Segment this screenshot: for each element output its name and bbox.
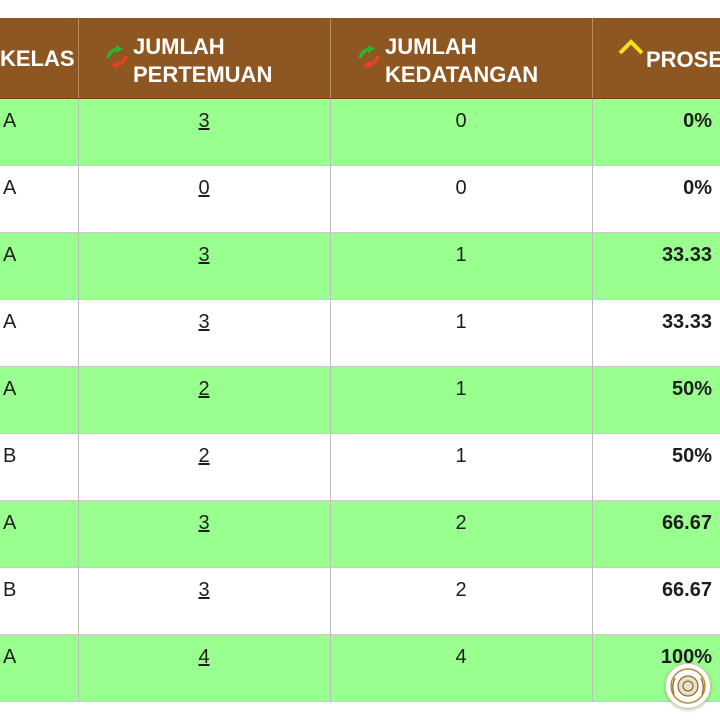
- table-row: B 3 2 66.67: [0, 568, 720, 635]
- cell-jumlah-kedatangan: 2: [455, 512, 467, 534]
- cell-jumlah-pertemuan-link[interactable]: 3: [198, 244, 210, 266]
- cell-jumlah-kedatangan: 2: [455, 579, 467, 601]
- column-divider: [592, 568, 593, 634]
- cell-jumlah-kedatangan: 1: [455, 244, 467, 266]
- cell-jumlah-pertemuan-link[interactable]: 2: [198, 378, 210, 400]
- cell-jumlah-pertemuan-link[interactable]: 4: [198, 646, 210, 668]
- cell-persentase: 66.67: [661, 512, 712, 534]
- column-divider: [592, 99, 593, 165]
- column-divider: [78, 166, 79, 232]
- header-persentase[interactable]: PROSE: [618, 18, 720, 98]
- cell-jumlah-pertemuan-link[interactable]: 3: [198, 311, 210, 333]
- header-kelas[interactable]: KELAS: [0, 46, 75, 71]
- cell-jumlah-pertemuan-link[interactable]: 3: [198, 579, 210, 601]
- column-divider: [330, 166, 331, 232]
- column-divider: [330, 635, 331, 701]
- column-divider: [330, 568, 331, 634]
- cell-persentase: 100%: [660, 646, 712, 668]
- column-divider: [592, 300, 593, 366]
- table-row: A 3 1 33.33: [0, 233, 720, 300]
- table-row: A 3 2 66.67: [0, 501, 720, 568]
- table-row: A 3 1 33.33: [0, 300, 720, 367]
- column-divider: [592, 233, 593, 299]
- cell-kelas: A: [3, 646, 17, 668]
- cell-persentase: 0%: [683, 110, 712, 132]
- chevron-up-icon[interactable]: [618, 38, 644, 56]
- sort-arrows-icon[interactable]: [104, 44, 130, 70]
- cell-jumlah-pertemuan-link[interactable]: 2: [198, 445, 210, 467]
- cell-jumlah-kedatangan: 0: [455, 110, 467, 132]
- cell-persentase: 50%: [671, 378, 712, 400]
- cell-persentase: 50%: [671, 445, 712, 467]
- cell-jumlah-pertemuan-link[interactable]: 3: [198, 512, 210, 534]
- column-divider: [592, 367, 593, 433]
- emblem-seal-icon: [665, 663, 711, 709]
- column-divider: [592, 635, 593, 701]
- column-divider: [592, 501, 593, 567]
- column-divider: [592, 166, 593, 232]
- column-divider: [78, 300, 79, 366]
- column-divider: [78, 367, 79, 433]
- header-jumlah-kedatangan[interactable]: JUMLAH KEDATANGAN: [356, 18, 592, 98]
- cell-jumlah-kedatangan: 4: [455, 646, 467, 668]
- cell-kelas: B: [3, 445, 17, 467]
- cell-persentase: 33.33: [661, 311, 712, 333]
- cell-persentase: 66.67: [661, 579, 712, 601]
- header-divider: [330, 18, 331, 98]
- table-row: A 4 4 100%: [0, 635, 720, 702]
- cell-kelas: A: [3, 378, 17, 400]
- column-divider: [330, 99, 331, 165]
- column-divider: [78, 568, 79, 634]
- column-divider: [592, 434, 593, 500]
- column-divider: [330, 367, 331, 433]
- cell-kelas: A: [3, 311, 17, 333]
- header-jumlah-pertemuan[interactable]: JUMLAH PERTEMUAN: [104, 18, 330, 98]
- sort-arrows-icon[interactable]: [356, 44, 382, 70]
- cell-jumlah-kedatangan: 1: [455, 445, 467, 467]
- header-divider: [78, 18, 79, 98]
- cell-kelas: A: [3, 177, 17, 199]
- column-divider: [78, 233, 79, 299]
- cell-persentase: 0%: [683, 177, 712, 199]
- cell-jumlah-kedatangan: 0: [455, 177, 467, 199]
- table-body: A 3 0 0% A 0 0 0% A 3 1 33.33 A 3 1 33.33 A 2 1 50% B 2 1 50% A 3…: [0, 99, 720, 702]
- column-divider: [78, 501, 79, 567]
- column-divider: [330, 501, 331, 567]
- table-row: A 0 0 0%: [0, 166, 720, 233]
- cell-kelas: A: [3, 244, 17, 266]
- cell-kelas: B: [3, 579, 17, 601]
- cell-kelas: A: [3, 110, 17, 132]
- cell-jumlah-kedatangan: 1: [455, 311, 467, 333]
- column-divider: [330, 434, 331, 500]
- cell-jumlah-kedatangan: 1: [455, 378, 467, 400]
- column-divider: [330, 233, 331, 299]
- table-header: KELAS JUMLAH PERTEMUAN JUMLAH KEDATANGAN: [0, 18, 720, 99]
- cell-kelas: A: [3, 512, 17, 534]
- table-row: B 2 1 50%: [0, 434, 720, 501]
- cell-jumlah-pertemuan-link[interactable]: 3: [198, 110, 210, 132]
- header-divider: [592, 18, 593, 98]
- column-divider: [78, 635, 79, 701]
- table-row: A 2 1 50%: [0, 367, 720, 434]
- cell-persentase: 33.33: [661, 244, 712, 266]
- column-divider: [78, 99, 79, 165]
- cell-jumlah-pertemuan-link[interactable]: 0: [198, 177, 210, 199]
- column-divider: [330, 300, 331, 366]
- table-row: A 3 0 0%: [0, 99, 720, 166]
- column-divider: [78, 434, 79, 500]
- attendance-table: KELAS JUMLAH PERTEMUAN JUMLAH KEDATANGAN: [0, 18, 720, 702]
